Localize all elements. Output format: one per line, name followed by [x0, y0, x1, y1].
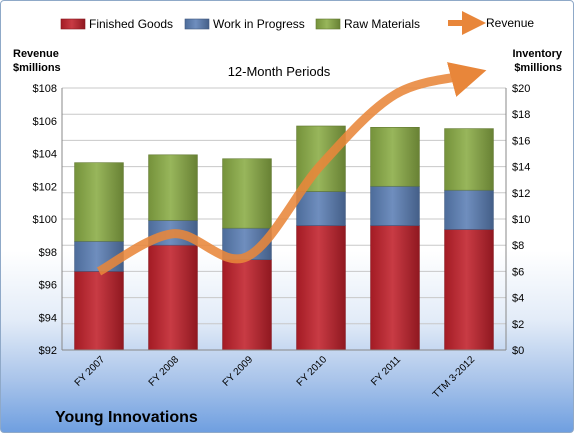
left-tick-label: $96 [39, 280, 57, 292]
bar-finished-goods [222, 259, 272, 351]
bar-finished-goods [74, 271, 124, 351]
legend-label: Work in Progress [213, 17, 305, 31]
legend-swatch [184, 18, 210, 30]
left-axis-label-line2: $millions [13, 62, 61, 74]
bar-work-in-progress [370, 185, 420, 226]
right-tick-label: $14 [512, 162, 530, 174]
left-tick-label: $92 [39, 345, 57, 357]
bar-raw-materials [444, 128, 494, 191]
left-tick-label: $104 [33, 149, 57, 161]
bar-finished-goods [296, 225, 346, 351]
left-tick-label: $98 [39, 247, 57, 259]
left-tick-label: $106 [33, 116, 57, 128]
left-tick-label: $100 [33, 214, 57, 226]
bar-finished-goods [370, 225, 420, 351]
bar-raw-materials [148, 154, 198, 221]
right-tick-label: $12 [512, 188, 530, 200]
x-tick-label: FY 2008 [147, 354, 182, 389]
legend-label: Finished Goods [89, 17, 173, 31]
legend-label: Raw Materials [344, 17, 420, 31]
company-title: Young Innovations [55, 409, 198, 426]
right-tick-label: $2 [512, 319, 524, 331]
chart-title: 12-Month Periods [228, 64, 331, 79]
bar-finished-goods [148, 244, 198, 351]
right-tick-label: $10 [512, 214, 530, 226]
legend-label: Revenue [486, 16, 534, 30]
revenue-line [96, 62, 487, 276]
left-tick-label: $94 [39, 312, 57, 324]
bar-raw-materials [74, 162, 124, 242]
left-tick-label: $108 [33, 83, 57, 95]
x-tick-label: FY 2011 [369, 354, 403, 388]
bar-work-in-progress [296, 191, 346, 226]
bar-work-in-progress [444, 189, 494, 230]
right-tick-label: $8 [512, 240, 524, 252]
x-tick-label: FY 2009 [221, 354, 256, 389]
bar-raw-materials [222, 158, 272, 229]
left-axis-label-line1: Revenue [13, 48, 59, 60]
bar-raw-materials [370, 127, 420, 187]
left-tick-label: $102 [33, 181, 57, 193]
right-axis-label-line1: Inventory [512, 48, 562, 60]
x-tick-label: FY 2010 [295, 354, 330, 389]
x-tick-label: TTM 3-2012 [431, 354, 478, 401]
right-tick-label: $18 [512, 109, 530, 121]
legend: Finished Goods Work in Progress Raw Materi… [60, 11, 534, 35]
right-tick-label: $20 [512, 83, 530, 95]
x-tick-label: FY 2007 [73, 354, 108, 389]
right-tick-label: $0 [512, 345, 524, 357]
legend-swatch [60, 18, 86, 30]
revenue-line-path [96, 62, 487, 276]
right-tick-label: $16 [512, 135, 530, 147]
right-tick-label: $4 [512, 293, 524, 305]
bar-finished-goods [444, 229, 494, 351]
right-axis-label-line2: $millions [514, 62, 562, 74]
right-tick-label: $6 [512, 266, 524, 278]
legend-swatch [315, 18, 341, 30]
